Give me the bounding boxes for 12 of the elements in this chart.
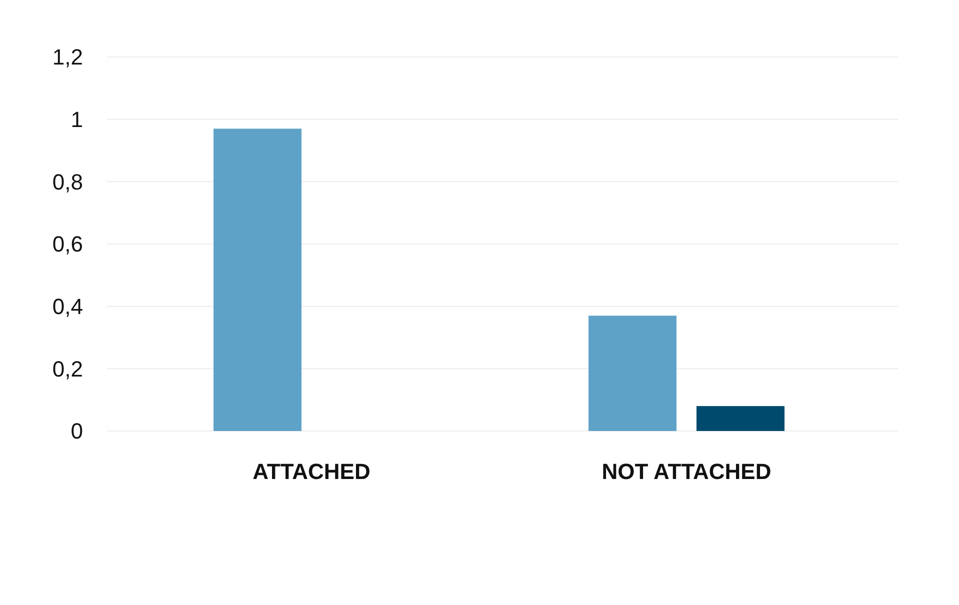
bar: [696, 406, 784, 431]
y-tick-label: 1,2: [52, 44, 83, 70]
x-tick-label: ATTACHED: [252, 459, 370, 484]
bar: [588, 316, 676, 431]
x-tick-label: NOT ATTACHED: [602, 459, 772, 484]
y-tick-label: 0,6: [52, 232, 83, 257]
y-tick-label: 0,2: [52, 356, 83, 382]
y-tick-label: 1: [70, 107, 83, 132]
y-tick-label: 0,4: [52, 294, 83, 320]
y-tick-label: 0,8: [52, 169, 83, 194]
y-tick-label: 0: [70, 418, 83, 444]
bar: [214, 128, 302, 431]
